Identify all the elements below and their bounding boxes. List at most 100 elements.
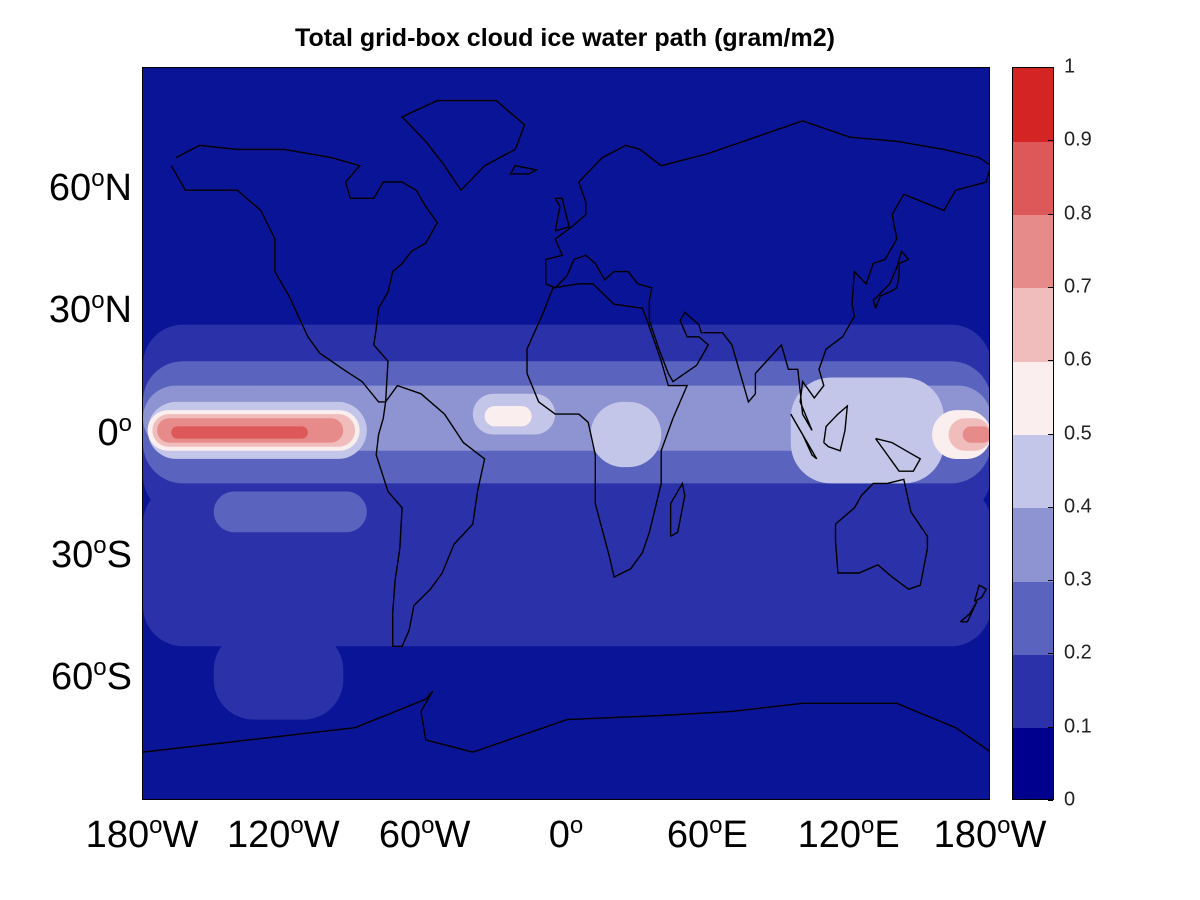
colorbar-tick-mark — [1048, 433, 1053, 435]
lon-label: 0o — [548, 814, 584, 856]
colorbar-tick-mark — [1048, 360, 1053, 362]
contour-zone — [484, 406, 532, 427]
coastline — [375, 384, 486, 647]
lon-label-deg: 60 — [666, 814, 710, 856]
lon-label: 180oW — [85, 814, 199, 856]
coastline — [834, 478, 929, 590]
lon-label: 180oW — [933, 814, 1047, 856]
coastline — [959, 601, 978, 623]
contour-zone — [790, 377, 944, 484]
lon-label-deg: 180 — [85, 814, 150, 856]
lon-label-hemisphere: W — [434, 814, 471, 856]
coastline — [526, 283, 689, 579]
degree-symbol: o — [93, 531, 107, 559]
coastline — [143, 690, 989, 753]
colorbar-tick-label: 0.7 — [1064, 275, 1092, 298]
colorbar-tick-mark — [1048, 140, 1053, 142]
lon-label-hemisphere: W — [303, 814, 340, 856]
colorbar-tick-mark — [1048, 213, 1053, 215]
degree-symbol: o — [709, 812, 723, 839]
coastline — [669, 481, 686, 537]
coastline — [553, 197, 571, 232]
colorbar-tick-mark — [1048, 506, 1053, 508]
degree-symbol: o — [290, 812, 304, 839]
coastline — [790, 413, 818, 460]
lon-label: 120oW — [227, 814, 340, 856]
colorbar-segment — [1013, 361, 1053, 435]
degree-symbol: o — [118, 409, 132, 437]
lat-label: 0o — [98, 411, 133, 452]
lon-label-deg: 0 — [548, 814, 570, 856]
degree-symbol: o — [91, 165, 105, 193]
colorbar-tick-label: 0.6 — [1064, 348, 1092, 371]
lat-label: 60oS — [51, 655, 132, 698]
contour-zone — [590, 401, 662, 468]
colorbar-tick-label: 0 — [1064, 788, 1076, 811]
coastline — [509, 164, 539, 175]
contour-zone — [171, 426, 308, 439]
colorbar-tick-mark — [1048, 800, 1053, 801]
colorbar-tick-label: 0.2 — [1064, 641, 1092, 664]
lat-label-deg: 30 — [51, 533, 94, 576]
colorbar-tick-mark — [1048, 286, 1053, 288]
lat-label: 60oN — [48, 167, 132, 210]
map-svg — [143, 99, 989, 753]
lon-label-deg: 120 — [797, 814, 861, 856]
lat-label-hemisphere: N — [104, 289, 132, 332]
degree-symbol: o — [91, 287, 105, 315]
lat-label-hemisphere: S — [106, 533, 132, 576]
page-title: Total grid-box cloud ice water path (gra… — [295, 24, 835, 52]
lon-label: 60oE — [666, 814, 748, 856]
coastline — [170, 144, 439, 403]
colorbar-segment — [1013, 581, 1053, 655]
colorbar-tick-mark — [1048, 580, 1053, 582]
degree-symbol: o — [569, 812, 584, 839]
colorbar-tick-mark — [1048, 67, 1053, 68]
coastline — [545, 120, 989, 431]
colorbar-segment — [1013, 727, 1053, 799]
lat-label-hemisphere: S — [106, 655, 132, 698]
lon-label-deg: 120 — [227, 814, 291, 856]
colorbar-segment — [1013, 654, 1053, 729]
colorbar-tick-label: 0.1 — [1064, 715, 1092, 738]
colorbar-segment — [1013, 507, 1053, 582]
colorbar-tick-label: 0.4 — [1064, 495, 1092, 518]
lon-label-deg: 60 — [378, 814, 422, 856]
colorbar — [1012, 67, 1054, 800]
contour-zone — [962, 426, 989, 443]
lon-label-hemisphere: W — [162, 814, 199, 856]
lon-label: 120oE — [797, 814, 900, 856]
lat-label-deg: 60 — [48, 167, 92, 210]
coastline — [875, 437, 922, 472]
degree-symbol: o — [997, 812, 1011, 839]
colorbar-tick-label: 0.3 — [1064, 568, 1092, 591]
colorbar-segment — [1013, 141, 1053, 216]
colorbar-segment — [1013, 434, 1053, 509]
lon-label-hemisphere: E — [874, 814, 900, 856]
map-area — [142, 67, 990, 800]
colorbar-tick-mark — [1048, 653, 1053, 655]
contour-zone — [213, 491, 367, 533]
colorbar-segment — [1013, 214, 1053, 289]
degree-symbol: o — [93, 653, 107, 681]
contour-fills — [143, 324, 989, 720]
coastline — [973, 584, 988, 603]
lat-label: 30oN — [48, 289, 132, 332]
lon-label: 60oW — [378, 814, 471, 856]
colorbar-tick-label: 0.5 — [1064, 422, 1092, 444]
degree-symbol: o — [149, 812, 163, 839]
coastline — [823, 404, 849, 452]
colorbar-segment — [1013, 68, 1053, 142]
colorbar-tick-mark — [1048, 726, 1053, 728]
coastlines — [143, 99, 989, 753]
coastline — [400, 99, 526, 191]
lat-label-hemisphere: N — [104, 167, 132, 210]
lon-label-deg: 180 — [933, 814, 998, 856]
colorbar-tick-label: 1 — [1064, 55, 1076, 78]
degree-symbol: o — [421, 812, 435, 839]
contour-zone — [213, 630, 344, 720]
lon-label-hemisphere: E — [722, 814, 748, 856]
lat-label-deg: 30 — [48, 289, 92, 332]
coastline — [872, 249, 910, 309]
colorbar-tick-label: 0.8 — [1064, 202, 1092, 225]
